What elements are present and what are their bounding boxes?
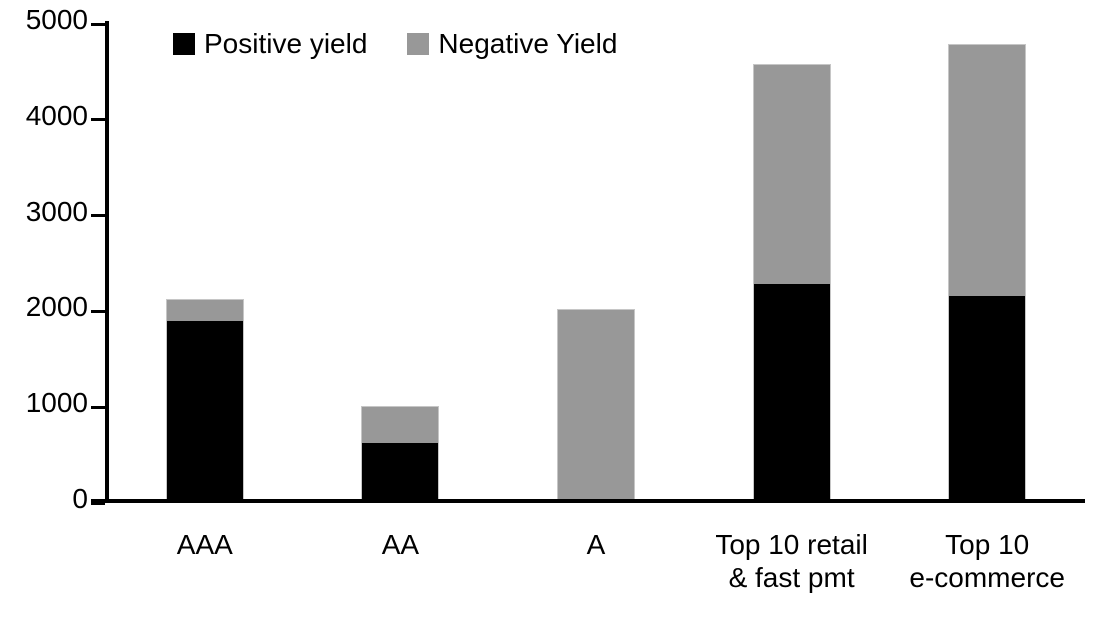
y-tick-label: 3000 [25, 195, 88, 227]
negative-yield-swatch-icon [407, 33, 430, 55]
positive-yield-swatch-icon [173, 33, 195, 55]
bar-positive-segment [752, 283, 831, 503]
x-category-label: A [478, 528, 714, 561]
y-tick [91, 22, 105, 26]
bar-negative-segment [948, 44, 1027, 297]
y-tick [91, 118, 105, 122]
legend-label-positive-yield: Positive yield [204, 28, 368, 59]
x-category-label-line: AAA [176, 529, 233, 560]
x-category-label: AAA [87, 528, 323, 561]
x-category-label: Top 10 retail & fast pmt [674, 528, 910, 594]
x-axis-line [91, 499, 1085, 503]
x-category-label-line: A [586, 529, 606, 560]
y-tick-label: 2000 [25, 291, 88, 323]
legend-item-positive-yield: Positive yield [173, 29, 367, 59]
y-tick [91, 309, 105, 313]
bar-positive-segment [165, 320, 244, 503]
x-category-label: AA [283, 528, 519, 561]
bar-negative-segment [752, 64, 831, 284]
y-tick-label: 4000 [25, 99, 88, 131]
x-category-label-line: & fast pmt [728, 562, 855, 593]
y-tick-label: 0 [72, 483, 88, 514]
bar-negative-segment [557, 308, 635, 499]
bar-positive-segment [361, 442, 440, 503]
y-tick-label: 5000 [25, 4, 88, 35]
bar-positive-segment [948, 296, 1027, 503]
legend-item-negative-yield: Negative Yield [407, 29, 617, 59]
y-tick [91, 501, 105, 505]
bar-negative-segment [165, 298, 244, 321]
y-tick [91, 214, 105, 218]
x-category-label: Top 10 e-commerce [869, 528, 1102, 594]
chart-legend: Positive yield Negative Yield [173, 29, 617, 59]
x-category-label-line: e-commerce [909, 562, 1065, 593]
y-axis-line [105, 21, 109, 503]
y-tick [91, 405, 105, 409]
y-tick-label: 1000 [25, 387, 88, 419]
x-category-label-line: AA [381, 529, 420, 560]
x-category-label-line: Top 10 retail [715, 529, 868, 560]
bar-negative-segment [361, 406, 440, 443]
x-category-label-line: Top 10 [945, 529, 1030, 560]
legend-label-negative-yield: Negative Yield [438, 28, 618, 59]
